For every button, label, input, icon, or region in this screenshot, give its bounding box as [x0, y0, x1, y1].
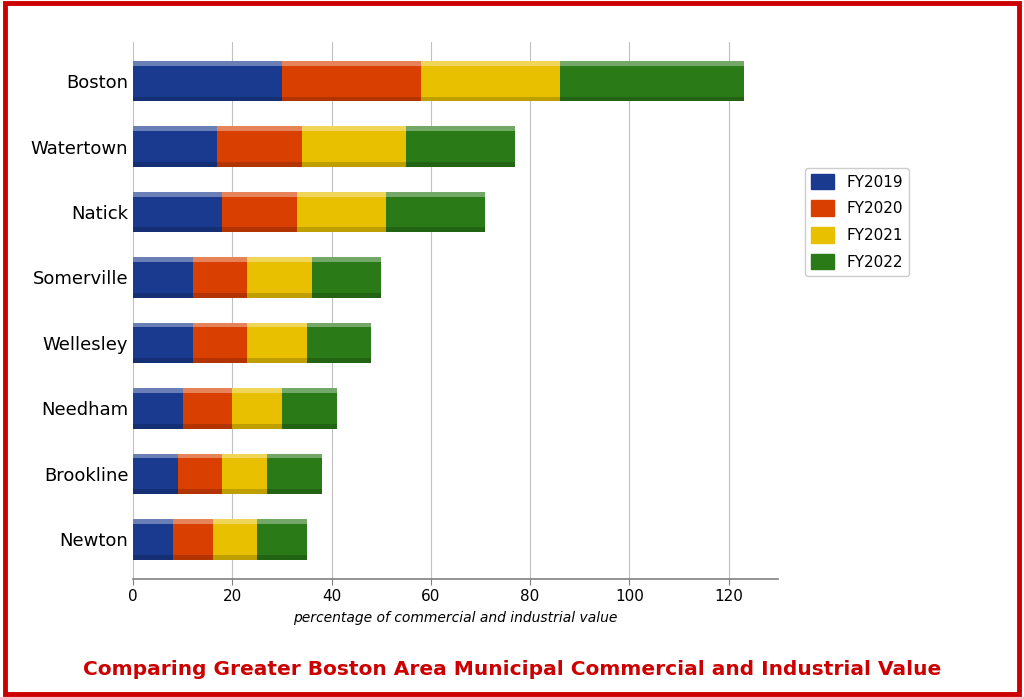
Bar: [193, 323, 247, 328]
Bar: [178, 454, 222, 459]
Bar: [257, 519, 307, 524]
Bar: [421, 61, 560, 66]
Bar: [133, 61, 282, 101]
Bar: [282, 61, 421, 101]
Bar: [133, 454, 178, 459]
Bar: [247, 257, 311, 262]
Bar: [307, 323, 372, 328]
Bar: [267, 454, 322, 494]
Bar: [133, 61, 282, 66]
Bar: [133, 454, 178, 494]
Bar: [217, 162, 302, 167]
Bar: [267, 454, 322, 459]
Bar: [133, 555, 173, 560]
Bar: [407, 162, 515, 167]
Bar: [173, 519, 213, 560]
Bar: [560, 96, 743, 101]
Bar: [297, 227, 386, 232]
Bar: [232, 424, 282, 429]
Bar: [173, 519, 213, 524]
Bar: [133, 424, 182, 429]
Bar: [282, 424, 337, 429]
Bar: [133, 192, 222, 197]
Bar: [247, 293, 311, 298]
Bar: [133, 126, 217, 167]
Bar: [232, 388, 282, 429]
Bar: [222, 489, 267, 494]
Bar: [407, 126, 515, 167]
Bar: [133, 257, 193, 298]
Bar: [257, 519, 307, 560]
Bar: [133, 388, 182, 429]
Bar: [247, 358, 307, 363]
Bar: [307, 323, 372, 363]
Bar: [133, 293, 193, 298]
Text: Comparing Greater Boston Area Municipal Commercial and Industrial Value: Comparing Greater Boston Area Municipal …: [83, 659, 941, 679]
Bar: [222, 192, 297, 232]
Bar: [173, 555, 213, 560]
Bar: [247, 323, 307, 363]
Bar: [302, 162, 407, 167]
Bar: [133, 126, 217, 131]
Bar: [222, 227, 297, 232]
Bar: [560, 61, 743, 101]
Bar: [217, 126, 302, 167]
Bar: [247, 323, 307, 328]
Bar: [386, 227, 485, 232]
Bar: [222, 192, 297, 197]
Bar: [193, 293, 247, 298]
Bar: [311, 257, 381, 298]
Bar: [133, 227, 222, 232]
Bar: [133, 388, 182, 393]
Bar: [307, 358, 372, 363]
Bar: [386, 192, 485, 197]
Bar: [133, 96, 282, 101]
Bar: [282, 61, 421, 66]
X-axis label: percentage of commercial and industrial value: percentage of commercial and industrial …: [294, 611, 617, 625]
Bar: [178, 454, 222, 494]
Bar: [302, 126, 407, 131]
Bar: [213, 519, 257, 560]
Bar: [213, 519, 257, 524]
Legend: FY2019, FY2020, FY2021, FY2022: FY2019, FY2020, FY2021, FY2022: [805, 167, 909, 276]
Bar: [133, 192, 222, 232]
Bar: [133, 489, 178, 494]
Bar: [297, 192, 386, 232]
Bar: [311, 257, 381, 262]
Bar: [421, 61, 560, 101]
Bar: [282, 388, 337, 393]
Bar: [133, 257, 193, 262]
Bar: [421, 96, 560, 101]
Bar: [282, 96, 421, 101]
Bar: [386, 192, 485, 232]
Bar: [222, 454, 267, 459]
Bar: [182, 388, 232, 429]
Bar: [217, 126, 302, 131]
Bar: [232, 388, 282, 393]
Bar: [302, 126, 407, 167]
Bar: [133, 162, 217, 167]
Bar: [213, 555, 257, 560]
Bar: [560, 61, 743, 66]
Bar: [133, 519, 173, 560]
Bar: [193, 323, 247, 363]
Bar: [133, 519, 173, 524]
Bar: [247, 257, 311, 298]
Bar: [257, 555, 307, 560]
Bar: [193, 257, 247, 262]
Bar: [193, 358, 247, 363]
Bar: [297, 192, 386, 197]
Bar: [182, 388, 232, 393]
Bar: [311, 293, 381, 298]
Bar: [282, 388, 337, 429]
Bar: [407, 126, 515, 131]
Bar: [133, 323, 193, 363]
Bar: [182, 424, 232, 429]
Bar: [133, 323, 193, 328]
Bar: [193, 257, 247, 298]
Bar: [222, 454, 267, 494]
Bar: [267, 489, 322, 494]
Bar: [178, 489, 222, 494]
Bar: [133, 358, 193, 363]
